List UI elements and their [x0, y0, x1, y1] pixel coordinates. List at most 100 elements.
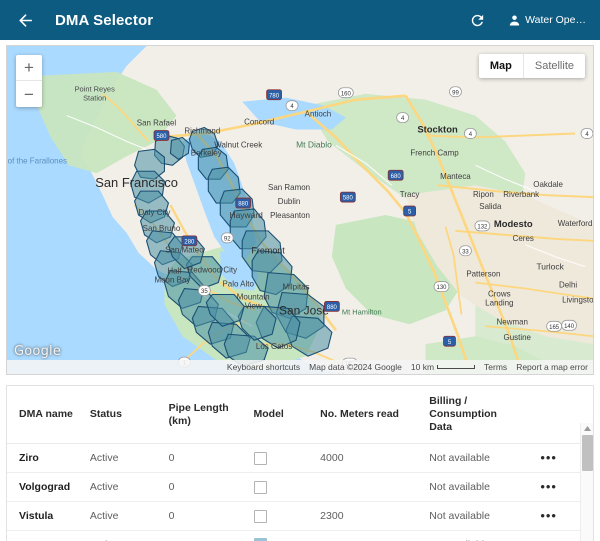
cell-pipe-length: 0 — [168, 501, 254, 532]
report-map-error-link[interactable]: Report a map error — [516, 362, 588, 372]
terms-link[interactable]: Terms — [484, 362, 508, 372]
highway-shield-icon: 4 — [580, 128, 593, 139]
map-label: San Mateo — [165, 246, 204, 255]
column-header-meters-read[interactable]: No. Meters read — [320, 386, 430, 445]
map-label: Moon Bay — [155, 276, 191, 285]
svg-text:880: 880 — [327, 305, 338, 311]
cell-status: Active — [89, 501, 169, 532]
svg-text:140: 140 — [564, 324, 575, 330]
cell-billing-data: Not available — [429, 501, 531, 532]
cell-model — [253, 530, 321, 541]
map-scale: 10 km — [411, 362, 476, 372]
svg-text:680: 680 — [391, 174, 402, 180]
table-scrollbar[interactable] — [580, 423, 593, 541]
highway-shield-icon: 33 — [459, 245, 472, 257]
svg-text:165: 165 — [549, 325, 560, 331]
svg-text:780: 780 — [269, 93, 280, 99]
row-menu-button[interactable]: ••• — [540, 508, 557, 524]
zoom-in-button[interactable]: + — [16, 55, 42, 81]
cell-meters-read: 4000 — [320, 443, 430, 474]
highway-shield-icon: 5 — [443, 335, 456, 347]
cell-status: Active — [89, 472, 169, 503]
table-row[interactable]: Vistula Active 0 2300 Not available ••• — [7, 501, 593, 532]
map-label: Mt Diablo — [296, 139, 332, 149]
map-label: Walnut Creek — [214, 140, 262, 149]
column-header-status[interactable]: Status — [89, 386, 169, 445]
highway-shield-icon: 132 — [474, 220, 491, 232]
column-header-model[interactable]: Model — [253, 386, 321, 445]
model-checkbox-unchecked[interactable] — [253, 480, 267, 494]
map-valley — [405, 185, 593, 345]
map-label: Riverbank — [503, 190, 539, 199]
map-canvas[interactable]: Point Reyes Station San Rafael Richmond Berk… — [7, 46, 593, 374]
column-header-pipe-length[interactable]: Pipe Length (km) — [168, 386, 254, 445]
highway-shield-icon: 880 — [235, 197, 252, 209]
table-body: Ziro Active 0 4000 Not available ••• Volgograd… — [7, 443, 593, 541]
table-row[interactable]: TurvoActive0.01 600Not available — [7, 530, 593, 541]
cell-dma-name: Ziro — [7, 443, 90, 474]
row-menu-button[interactable]: ••• — [540, 450, 557, 466]
highway-shield-icon: 680 — [387, 169, 404, 181]
map-label: Antioch — [305, 110, 332, 119]
zoom-out-button[interactable]: − — [24, 84, 34, 104]
map-label: Gustine — [504, 333, 532, 342]
map-label: Ceres — [513, 234, 534, 243]
model-checkbox-unchecked[interactable] — [253, 451, 267, 465]
cell-status: Active — [89, 443, 169, 474]
cell-model — [253, 443, 321, 474]
map-label: San Ramon — [268, 183, 310, 192]
user-name-label: Water Ope… — [525, 14, 586, 26]
keyboard-shortcuts-link[interactable]: Keyboard shortcuts — [226, 362, 301, 372]
table-header: DMA name Status Pipe Length (km) Model N… — [7, 386, 593, 445]
model-checkbox-unchecked[interactable] — [253, 509, 267, 523]
column-header-billing-text: Billing / Consumption Data — [429, 395, 497, 434]
map-shields: 5807805808802806805588010110119235944449… — [153, 86, 593, 372]
svg-text:280: 280 — [184, 239, 195, 245]
svg-text:130: 130 — [437, 285, 448, 291]
map-label: Manteca — [440, 172, 471, 181]
map-label: Newman — [497, 317, 528, 326]
cell-pipe-length: 0 — [168, 472, 254, 503]
cell-billing-data: Not available — [429, 472, 531, 503]
map-label: Delhi — [559, 281, 577, 290]
map-data-credit: Map data ©2024 Google — [309, 362, 402, 372]
map-label: Milpitas — [283, 283, 310, 292]
highway-shield-icon: 4 — [396, 112, 410, 123]
map-attribution-bar: Keyboard shortcuts Map data ©2024 Google… — [7, 360, 593, 374]
svg-text:4: 4 — [401, 116, 405, 122]
back-button[interactable] — [12, 7, 38, 33]
map-label: San Jose — [279, 303, 329, 317]
map-south-bay — [220, 250, 259, 291]
user-menu[interactable]: Water Ope… — [507, 13, 586, 28]
table-row[interactable]: Ziro Active 0 4000 Not available ••• — [7, 443, 593, 474]
cell-billing-data: Not available — [429, 530, 531, 541]
svg-text:132: 132 — [477, 224, 488, 230]
map-label: Fremont — [251, 246, 285, 256]
table-row[interactable]: Volgograd Active 0 Not available ••• — [7, 472, 593, 503]
zoom-control[interactable]: + − — [16, 55, 42, 107]
scrollbar-up-button[interactable] — [581, 423, 593, 434]
caret-up-icon — [583, 426, 591, 431]
map-type-toggle[interactable]: Map Satellite — [478, 54, 585, 78]
svg-text:4: 4 — [290, 104, 294, 110]
map-label: French Camp — [410, 148, 459, 157]
google-logo: Google — [14, 344, 62, 359]
map-label: Waterford — [558, 219, 593, 228]
cell-dma-name: Turvo — [7, 530, 90, 541]
app-header: DMA Selector Water Ope… — [0, 0, 600, 40]
highway-shield-icon: 160 — [337, 87, 354, 99]
scrollbar-thumb[interactable] — [582, 435, 593, 471]
map-type-satellite[interactable]: Satellite — [522, 54, 585, 78]
map-container[interactable]: Point Reyes Station San Rafael Richmond Berk… — [6, 45, 594, 375]
highway-shield-icon: 130 — [433, 281, 450, 292]
column-header-billing[interactable]: Billing / Consumption Data — [429, 386, 531, 445]
row-menu-button[interactable]: ••• — [540, 479, 557, 495]
page-title: DMA Selector — [55, 11, 154, 29]
refresh-button[interactable] — [465, 8, 489, 32]
model-checkbox-checked[interactable] — [253, 538, 267, 541]
highway-shield-icon: 580 — [339, 191, 356, 203]
column-header-dma-name[interactable]: DMA name — [7, 386, 90, 445]
map-label: Ripon — [473, 190, 494, 199]
svg-text:580: 580 — [343, 196, 354, 202]
map-type-map[interactable]: Map — [489, 60, 512, 72]
